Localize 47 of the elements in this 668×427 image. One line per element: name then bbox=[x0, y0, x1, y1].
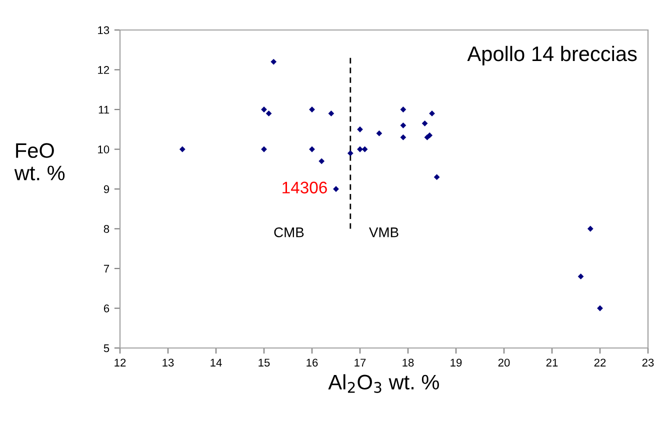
y-tick-label: 9 bbox=[104, 185, 110, 194]
point bbox=[347, 150, 354, 156]
x-tick-label: 19 bbox=[450, 358, 462, 367]
point bbox=[434, 174, 440, 180]
x-tick-label: 16 bbox=[306, 358, 318, 367]
y-axis-title: FeO wt. % bbox=[14, 143, 65, 180]
y-tick-label: 13 bbox=[98, 26, 110, 34]
point bbox=[400, 122, 406, 128]
point bbox=[270, 58, 277, 65]
x-tick-label: 14 bbox=[210, 358, 222, 366]
annotation: CMB bbox=[274, 227, 304, 238]
point bbox=[357, 146, 363, 152]
annotation: 14306 bbox=[282, 182, 327, 194]
y-tick-label: 7 bbox=[104, 264, 110, 273]
point bbox=[597, 305, 603, 312]
annotation: VMB bbox=[369, 228, 398, 238]
point bbox=[426, 132, 433, 138]
x-tick-label: 13 bbox=[162, 358, 174, 367]
annotation: Apollo 14 breccias bbox=[467, 46, 637, 66]
y-tick-label: 10 bbox=[98, 146, 110, 154]
x-tick-label: 12 bbox=[114, 358, 126, 366]
point bbox=[179, 146, 186, 152]
y-tick-label: 12 bbox=[98, 66, 110, 74]
point bbox=[261, 146, 267, 152]
x-tick-label: 20 bbox=[498, 358, 510, 367]
point bbox=[318, 158, 325, 164]
x-tick-label: 18 bbox=[402, 358, 414, 367]
point bbox=[309, 146, 315, 152]
point bbox=[587, 226, 594, 232]
point bbox=[578, 274, 584, 280]
x-tick-label: 23 bbox=[642, 358, 654, 367]
x-tick-label: 17 bbox=[354, 358, 366, 366]
y-tick-label: 6 bbox=[104, 304, 110, 312]
point bbox=[376, 130, 382, 136]
point bbox=[357, 126, 363, 132]
x-axis-title: Al$_{2}$O$_{3}$ wt. % bbox=[328, 374, 439, 393]
point bbox=[422, 120, 428, 126]
point bbox=[400, 134, 406, 140]
x-tick-label: 21 bbox=[546, 358, 558, 366]
y-tick-label: 11 bbox=[98, 106, 110, 114]
point bbox=[266, 110, 272, 116]
y-tick-label: 5 bbox=[104, 344, 110, 352]
y-tick-label: 8 bbox=[104, 225, 110, 233]
x-tick-label: 15 bbox=[258, 358, 270, 367]
point bbox=[328, 110, 334, 116]
x-tick-label: 22 bbox=[594, 358, 606, 366]
point bbox=[400, 106, 406, 112]
